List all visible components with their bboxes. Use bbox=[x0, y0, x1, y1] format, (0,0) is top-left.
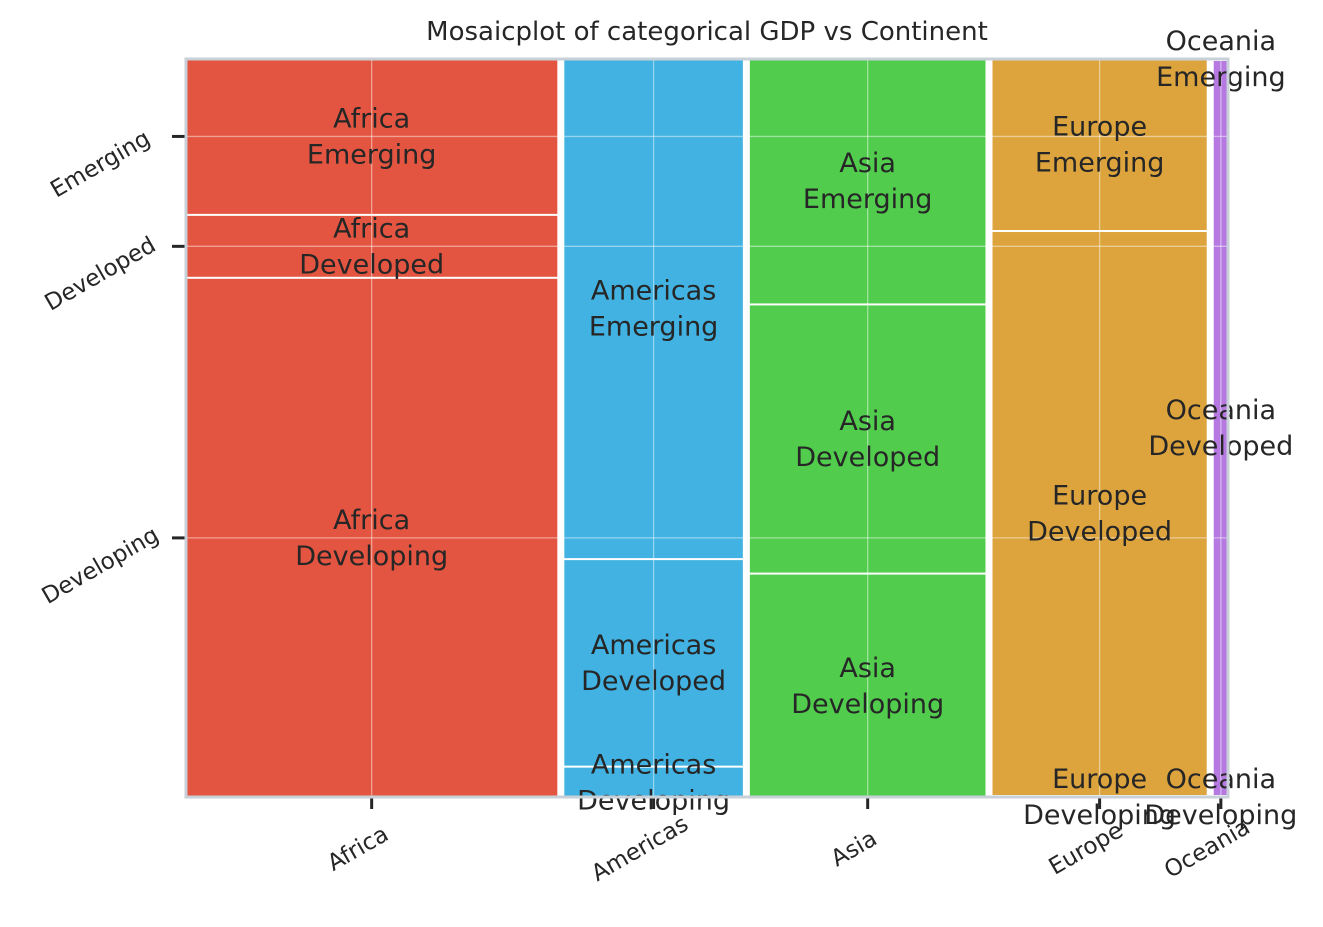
tile-label-africa-developing: Africa Developing bbox=[295, 505, 448, 572]
y-tick-label-developing: Developing bbox=[38, 522, 164, 610]
y-tick-label-developed: Developed bbox=[41, 232, 161, 316]
tile-americas-developing bbox=[564, 767, 743, 797]
tile-label-africa-emerging: Africa Emerging bbox=[307, 103, 437, 170]
tile-europe-developed bbox=[992, 232, 1207, 796]
tile-label-europe-developing: Europe Developing bbox=[1023, 764, 1176, 831]
tile-label-europe-emerging: Europe Emerging bbox=[1035, 112, 1165, 179]
tile-label-oceania-developed: Oceania Developed bbox=[1148, 395, 1293, 462]
tile-label-europe-developed: Europe Developed bbox=[1027, 481, 1172, 548]
tile-label-asia-emerging: Asia Emerging bbox=[803, 148, 933, 215]
tile-label-oceania-emerging: Oceania Emerging bbox=[1156, 26, 1286, 93]
tile-label-asia-developing: Asia Developing bbox=[791, 653, 944, 720]
tile-labels: Africa Developing Africa Developed Africa Eme… bbox=[295, 26, 1297, 831]
tile-asia-developed bbox=[749, 305, 986, 573]
mosaic-tiles bbox=[186, 59, 1228, 797]
tile-label-americas-developed: Americas Developed bbox=[581, 630, 726, 697]
tile-africa-developed bbox=[186, 215, 558, 277]
x-tick-label-asia: Asia bbox=[827, 826, 882, 873]
x-tick-label-africa: Africa bbox=[323, 821, 393, 876]
chart-title: Mosaicplot of categorical GDP vs Contine… bbox=[426, 17, 988, 47]
y-tick-label-emerging: Emerging bbox=[46, 126, 155, 204]
tile-oceania-developed bbox=[1213, 61, 1228, 795]
tile-asia-emerging bbox=[749, 59, 986, 304]
tile-americas-developed bbox=[564, 560, 743, 766]
tile-label-asia-developed: Asia Developed bbox=[795, 406, 940, 473]
tile-africa-developing bbox=[186, 278, 558, 797]
tile-asia-developing bbox=[749, 574, 986, 797]
tile-europe-emerging bbox=[992, 59, 1207, 231]
plot-frame bbox=[184, 57, 1230, 799]
tile-label-africa-developed: Africa Developed bbox=[299, 213, 444, 280]
tile-africa-emerging bbox=[186, 59, 558, 214]
tile-label-americas-emerging: Americas Emerging bbox=[589, 276, 719, 343]
x-tick-label-americas: Americas bbox=[587, 811, 693, 887]
tile-americas-emerging bbox=[564, 59, 743, 559]
tile-label-americas-developing: Americas Developing bbox=[577, 749, 730, 816]
